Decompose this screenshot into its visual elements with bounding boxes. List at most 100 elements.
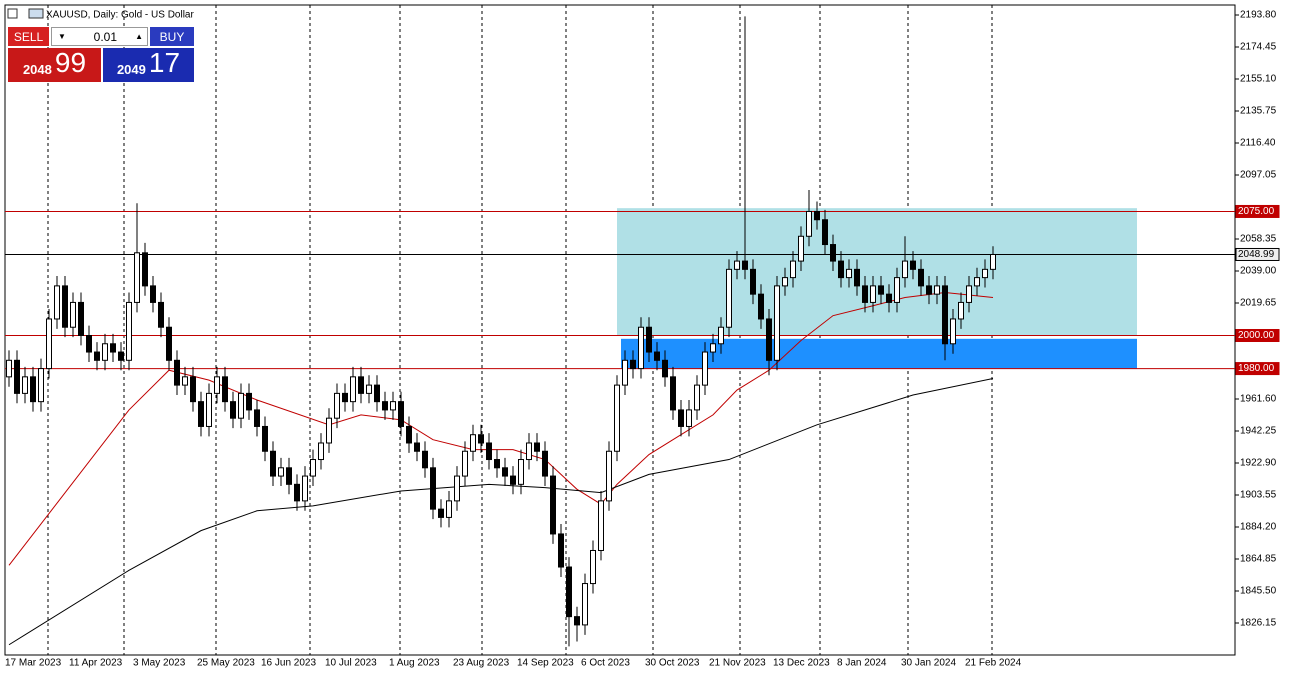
candle-body — [390, 401, 396, 411]
candle-body — [950, 318, 956, 345]
candle-body — [830, 244, 836, 262]
candle-body — [790, 260, 796, 279]
candle-body — [926, 285, 932, 295]
x-tick-label: 16 Jun 2023 — [261, 658, 316, 669]
candle-body — [878, 285, 884, 295]
y-tick-label: 2019.65 — [1240, 298, 1277, 309]
buy-price[interactable]: 2049 17 — [103, 47, 194, 82]
candle-body — [94, 351, 100, 361]
symbol-icon[interactable] — [28, 8, 44, 19]
x-tick-label: 1 Aug 2023 — [389, 658, 440, 669]
candle-body — [358, 376, 364, 394]
candle-body — [446, 500, 452, 518]
candle-body — [230, 401, 236, 419]
candle-body — [46, 318, 52, 370]
candle-body — [934, 285, 940, 295]
candle-body — [62, 285, 68, 328]
candle-body — [22, 376, 28, 394]
price-box-label: 2000.00 — [1238, 330, 1275, 341]
candle-body — [310, 459, 316, 477]
candle-body — [846, 268, 852, 279]
candle-body — [118, 351, 124, 361]
candle-body — [734, 260, 740, 270]
candle-body — [942, 285, 948, 345]
candle-body — [662, 359, 668, 378]
x-tick-label: 25 May 2023 — [197, 658, 255, 669]
candle-body — [598, 500, 604, 551]
candle-body — [102, 343, 108, 361]
candle-body — [278, 467, 284, 477]
candle-body — [782, 277, 788, 287]
candle-body — [470, 434, 476, 452]
price-box — [1235, 204, 1280, 218]
candle-body — [822, 219, 828, 246]
candle-body — [670, 376, 676, 411]
y-tick-label: 2039.00 — [1240, 266, 1277, 277]
price-box-label: 2048.99 — [1238, 249, 1275, 260]
candle-body — [334, 392, 340, 419]
y-tick-label: 2058.35 — [1240, 234, 1277, 245]
candle-body — [422, 450, 428, 469]
bid-big: 2048 — [22, 62, 52, 77]
candle-body — [894, 277, 900, 303]
buy-button[interactable]: BUY — [150, 27, 194, 46]
candle-body — [974, 277, 980, 287]
ask-big: 2049 — [116, 62, 146, 77]
candle-body — [326, 417, 332, 444]
candle-body — [366, 384, 372, 394]
y-tick-label: 1864.85 — [1240, 554, 1277, 565]
y-tick-label: 2097.05 — [1240, 170, 1277, 181]
candle-body — [742, 260, 748, 270]
price-box — [1235, 247, 1280, 261]
candle-body — [14, 359, 20, 394]
price-box-label: 1980.00 — [1238, 363, 1275, 374]
x-tick-label: 13 Dec 2023 — [773, 658, 830, 669]
candle-body — [838, 260, 844, 279]
candle-body — [238, 392, 244, 419]
menu-icon[interactable] — [7, 8, 18, 19]
sell-button[interactable]: SELL — [8, 27, 49, 46]
candle-body — [134, 252, 140, 303]
x-tick-label: 17 Mar 2023 — [5, 658, 62, 669]
candle-body — [30, 376, 36, 403]
candle-body — [110, 343, 116, 353]
down-arrow[interactable]: ▼ — [58, 32, 66, 41]
candle-body — [382, 401, 388, 411]
candle-body — [182, 376, 188, 386]
candle-body — [910, 260, 916, 270]
candle-body — [806, 210, 812, 237]
candle-body — [406, 425, 412, 444]
candle-body — [870, 285, 876, 303]
candle-body — [534, 442, 540, 452]
y-tick-label: 1884.20 — [1240, 522, 1277, 533]
candle-body — [582, 583, 588, 626]
lot-input[interactable]: ▼ 0.01 ▲ — [51, 27, 148, 46]
y-tick-label: 2135.75 — [1240, 106, 1277, 117]
lot-value: 0.01 — [93, 29, 117, 44]
candle-body — [990, 253, 996, 270]
candle-body — [902, 260, 908, 279]
candle-body — [718, 326, 724, 345]
candle-body — [694, 384, 700, 411]
y-tick-label: 2155.10 — [1240, 74, 1277, 85]
candle-body — [862, 285, 868, 303]
candle-body — [726, 268, 732, 328]
candle-body — [614, 384, 620, 452]
candle-body — [78, 301, 84, 336]
x-tick-label: 30 Jan 2024 — [901, 658, 956, 669]
candle-body — [430, 467, 436, 510]
up-arrow[interactable]: ▲ — [135, 32, 143, 41]
ask-small: 17 — [148, 47, 181, 78]
sell-price[interactable]: 2048 99 — [8, 47, 101, 82]
x-tick-label: 11 Apr 2023 — [69, 658, 123, 669]
x-tick-label: 23 Aug 2023 — [453, 658, 510, 669]
x-tick-label: 14 Sep 2023 — [517, 658, 574, 669]
candle-body — [6, 359, 12, 378]
y-tick-label: 1826.15 — [1240, 618, 1277, 629]
candle-body — [542, 450, 548, 477]
candle-body — [222, 376, 228, 403]
bid-small: 99 — [54, 47, 87, 78]
candle-body — [678, 409, 684, 427]
candle-body — [190, 376, 196, 403]
